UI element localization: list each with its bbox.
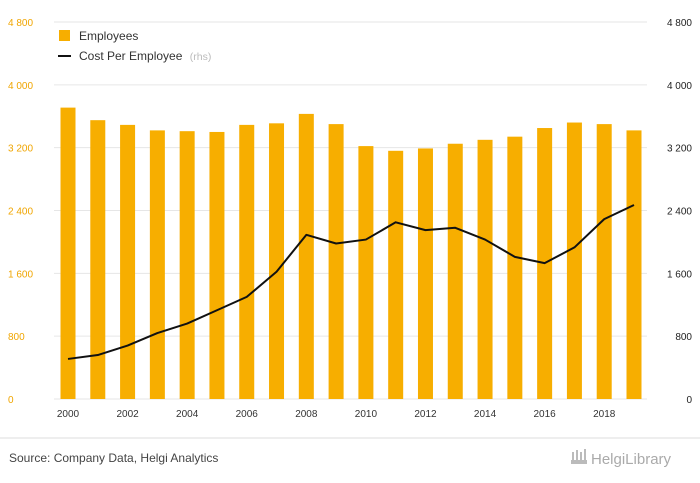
axis-ticks: 0 800 1 600 2 400 3 200 4 000 4 800 0 800 1 600 2 … bbox=[8, 18, 692, 420]
y-right-tick-label: 4 800 bbox=[667, 18, 692, 29]
bar-employees-2011 bbox=[388, 150, 404, 399]
brand-name: HelgiLibrary bbox=[591, 451, 672, 468]
bar-employees-2012 bbox=[417, 148, 433, 399]
y-right-tick-label: 3 200 bbox=[667, 144, 692, 155]
y-left-tick-label: 800 bbox=[8, 332, 25, 343]
bar-employees-2014 bbox=[477, 139, 493, 399]
x-tick-label: 2008 bbox=[295, 409, 318, 420]
x-tick-label: 2018 bbox=[593, 409, 616, 420]
bar-employees-2004 bbox=[179, 131, 195, 399]
legend: Employees Cost Per Employee (rhs) bbox=[58, 29, 211, 63]
legend-label-cost-per-employee: Cost Per Employee (rhs) bbox=[79, 49, 211, 63]
y-left-tick-label: 0 bbox=[8, 395, 14, 406]
x-tick-label: 2002 bbox=[116, 409, 139, 420]
bar-employees-2003 bbox=[149, 130, 165, 399]
line-cost-per-employee bbox=[67, 204, 635, 360]
bar-employees-2008 bbox=[298, 113, 314, 400]
x-tick-label: 2000 bbox=[57, 409, 80, 420]
bar-employees-2015 bbox=[507, 136, 523, 399]
x-tick-label: 2010 bbox=[355, 409, 378, 420]
bar-employees-2000 bbox=[60, 107, 76, 400]
gridlines bbox=[54, 21, 647, 400]
bar-employees-2013 bbox=[447, 143, 463, 399]
x-tick-label: 2006 bbox=[236, 409, 259, 420]
y-left-tick-label: 3 200 bbox=[8, 144, 33, 155]
cost-per-employee-line bbox=[67, 204, 635, 360]
legend-label-cost-per-employee-name: Cost Per Employee bbox=[79, 49, 183, 63]
bar-employees-2002 bbox=[120, 124, 136, 399]
bar-employees-2006 bbox=[239, 124, 255, 399]
y-left-tick-label: 4 800 bbox=[8, 18, 33, 29]
bar-employees-2010 bbox=[358, 146, 374, 399]
y-right-tick-label: 2 400 bbox=[667, 207, 692, 218]
bar-employees-2017 bbox=[566, 122, 582, 400]
y-right-tick-label: 800 bbox=[675, 332, 692, 343]
x-tick-label: 2012 bbox=[414, 409, 437, 420]
x-tick-label: 2004 bbox=[176, 409, 199, 420]
y-right-tick-label: 1 600 bbox=[667, 269, 692, 280]
bar-employees-2005 bbox=[209, 131, 225, 400]
bar-employees-2018 bbox=[596, 124, 612, 400]
source-note: Source: Company Data, Helgi Analytics bbox=[9, 451, 218, 465]
y-left-tick-label: 1 600 bbox=[8, 269, 33, 280]
legend-label-employees: Employees bbox=[79, 29, 138, 43]
brand-logo: HelgiLibrary bbox=[571, 449, 672, 468]
x-tick-label: 2014 bbox=[474, 409, 497, 420]
y-left-tick-label: 4 000 bbox=[8, 81, 33, 92]
bar-employees-2019 bbox=[626, 130, 642, 399]
bar-employees-2001 bbox=[90, 120, 106, 399]
legend-swatch-employees bbox=[59, 30, 70, 41]
building-icon bbox=[571, 449, 587, 464]
y-left-tick-label: 2 400 bbox=[8, 207, 33, 218]
bar-employees-2009 bbox=[328, 124, 344, 400]
y-right-tick-label: 0 bbox=[686, 395, 692, 406]
legend-label-rhs-note: (rhs) bbox=[190, 51, 212, 63]
employees-bars bbox=[60, 107, 642, 400]
bar-employees-2007 bbox=[269, 123, 285, 399]
x-tick-label: 2016 bbox=[534, 409, 557, 420]
y-right-tick-label: 4 000 bbox=[667, 81, 692, 92]
